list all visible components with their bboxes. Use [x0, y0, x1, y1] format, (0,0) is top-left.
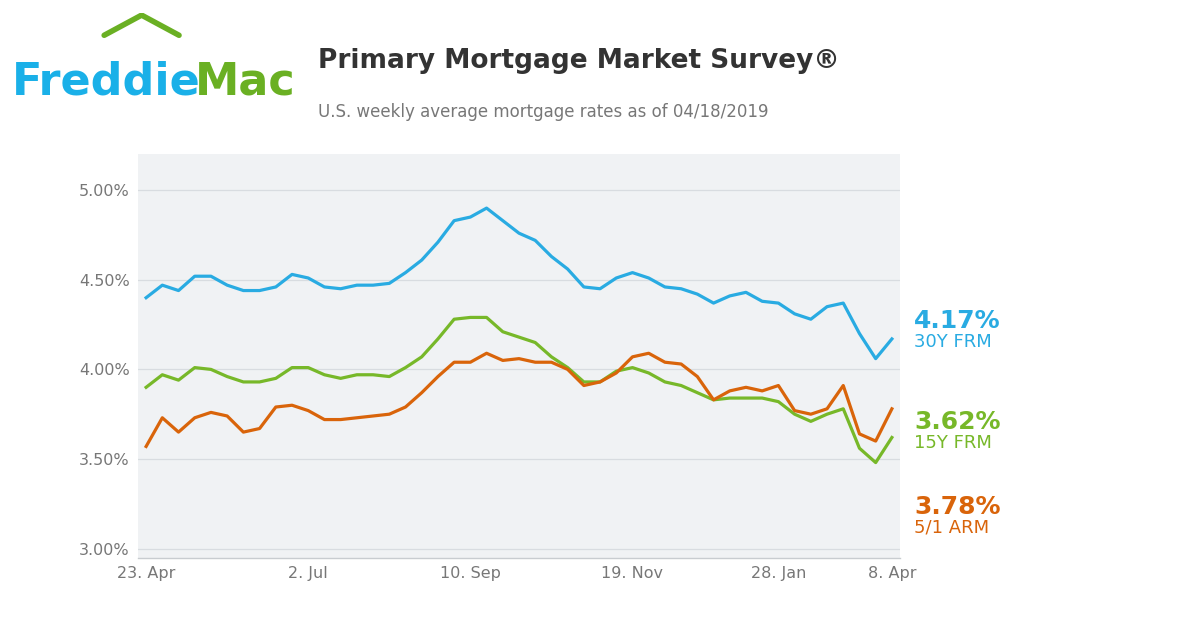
Text: 30Y FRM: 30Y FRM	[914, 333, 992, 351]
Text: 15Y FRM: 15Y FRM	[914, 434, 992, 452]
Text: 3.78%: 3.78%	[914, 495, 1001, 518]
Text: Primary Mortgage Market Survey®: Primary Mortgage Market Survey®	[318, 48, 840, 74]
Text: U.S. weekly average mortgage rates as of 04/18/2019: U.S. weekly average mortgage rates as of…	[318, 103, 768, 122]
Text: Mac: Mac	[194, 60, 295, 103]
Text: 4.17%: 4.17%	[914, 309, 1001, 333]
Text: Freddie: Freddie	[12, 60, 200, 103]
Text: 3.62%: 3.62%	[914, 410, 1001, 434]
Text: 5/1 ARM: 5/1 ARM	[914, 518, 990, 537]
